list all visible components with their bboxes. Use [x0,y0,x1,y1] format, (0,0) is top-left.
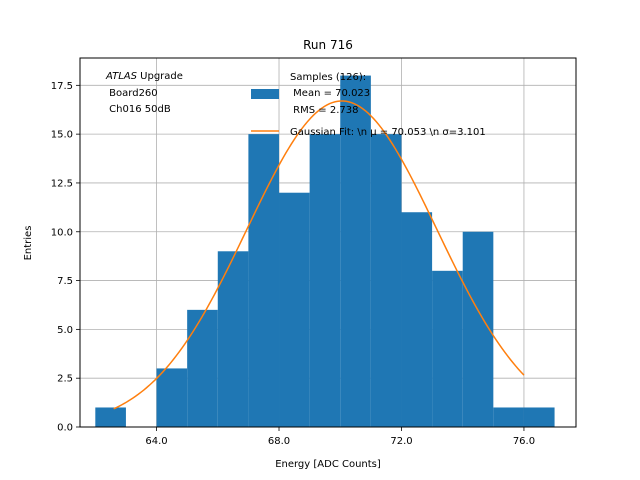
x-axis-label: Energy [ADC Counts] [275,459,381,470]
histogram-bar [187,309,218,427]
x-tick-label: 72.0 [390,436,412,447]
chart-title: Run 716 [303,38,353,52]
histogram-bar [248,134,280,427]
y-tick-label: 10.0 [51,227,73,238]
histogram-bar [217,251,249,427]
gaussian-fit-curve [113,100,525,410]
y-axis-label: Entries [23,226,34,261]
y-tick-label: 17.5 [51,81,73,92]
histogram-bar [432,270,463,427]
histogram-bar [340,75,371,428]
legend-fit-label: Gaussian Fit: \n μ = 70.053 \n σ=3.101 [290,127,486,138]
histogram-bar [309,134,341,427]
annotation-line-1: ATLAS Upgrade [105,71,183,82]
y-tick-label: 7.5 [57,276,73,287]
y-tick-label: 2.5 [57,374,73,385]
y-tick-label: 15.0 [51,130,73,141]
legend: Samples (126): Mean = 70.023 RMS = 2.738… [251,72,486,138]
x-tick-label: 68.0 [268,436,290,447]
histogram-bar [95,407,126,427]
legend-samples-swatch [251,89,279,99]
histogram-bar [462,231,494,427]
histogram-bar [279,192,310,427]
histogram-bar [493,407,524,427]
legend-samples-line-3: RMS = 2.738 [290,105,358,116]
y-tick-label: 12.5 [51,178,73,189]
plot-frame [79,57,577,428]
histogram-bar [523,407,555,427]
x-tick-label: 76.0 [513,436,535,447]
annotation-atlas-word: ATLAS [105,71,138,82]
legend-samples-line-2: Mean = 70.023 [290,88,370,99]
legend-samples-line-1: Samples (126): [290,72,366,83]
x-tick-label: 64.0 [145,436,167,447]
fit-layer [113,100,525,410]
x-axis: 64.0 68.0 72.0 76.0 [145,427,535,447]
histogram-bar [401,212,433,427]
y-tick-label: 5.0 [57,325,73,336]
annotation-upgrade-word: Upgrade [137,71,183,82]
atlas-annotation: ATLAS Upgrade Board260 Ch016 50dB [105,71,183,115]
histogram-bars [95,75,555,428]
annotation-line-3: Ch016 50dB [106,104,171,115]
annotation-line-2: Board260 [106,88,158,99]
histogram-bar [370,134,402,427]
histogram-bar [156,368,188,427]
y-axis: 0.0 2.5 5.0 7.5 10.0 12.5 15.0 17.5 [51,81,80,434]
y-tick-label: 0.0 [57,423,73,434]
